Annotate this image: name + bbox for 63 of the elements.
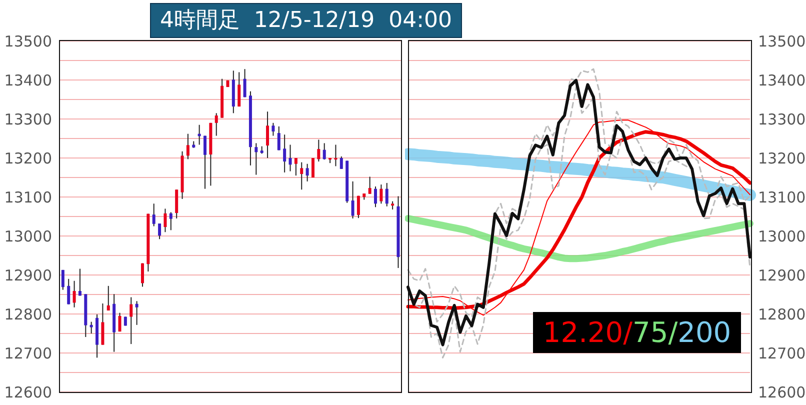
y-tick-label: 12900 <box>4 266 52 284</box>
candlestick <box>380 184 383 204</box>
candlestick <box>374 186 378 208</box>
y-tick-label: 13000 <box>4 227 52 246</box>
candlestick <box>106 285 110 311</box>
y-tick-label: 13000 <box>758 227 806 246</box>
candlestick <box>175 189 178 219</box>
chart-title: 4時間足 12/5-12/19 04:00 <box>150 3 462 38</box>
candlestick <box>238 72 241 108</box>
candlestick <box>169 212 172 231</box>
y-tick-label: 13200 <box>758 149 806 168</box>
y-tick-label: 13500 <box>758 32 806 50</box>
annotation: 12.20/75/200 <box>542 316 732 349</box>
candlestick <box>186 133 190 160</box>
candlestick <box>294 158 298 176</box>
candlestick <box>61 269 64 290</box>
candlestick <box>288 144 292 172</box>
y-tick-label: 13200 <box>4 149 52 168</box>
candlestick <box>214 112 218 136</box>
candlestick <box>317 139 320 162</box>
y-tick-label: 13400 <box>4 71 52 90</box>
candlestick <box>130 296 133 345</box>
candlestick <box>368 176 372 194</box>
y-tick-label: 13500 <box>4 32 52 50</box>
candlestick <box>254 142 258 176</box>
candlestick <box>67 278 70 305</box>
y-tick-label: 12600 <box>758 383 806 402</box>
candlestick <box>243 68 246 98</box>
candlestick <box>356 195 360 219</box>
candlestick <box>351 180 354 219</box>
y-tick-label: 13100 <box>758 188 806 206</box>
candlestick <box>135 300 138 326</box>
y-tick-label: 12800 <box>758 305 806 324</box>
candlestick <box>272 122 275 136</box>
candlestick <box>283 134 286 173</box>
candlestick <box>140 262 144 288</box>
candlestick <box>300 162 304 190</box>
y-tick-label: 13300 <box>758 110 806 128</box>
candlestick <box>306 163 309 182</box>
candlestick <box>334 144 338 167</box>
candlestick <box>311 158 314 178</box>
candlestick <box>322 142 326 160</box>
y-tick-label: 12800 <box>4 305 52 324</box>
candlestick <box>78 268 82 296</box>
y-tick-label: 13100 <box>4 188 52 206</box>
candlestick <box>164 208 167 233</box>
candlestick <box>158 223 162 240</box>
candlestick <box>277 126 280 151</box>
y-tick-label: 12700 <box>758 344 806 362</box>
candlestick <box>152 203 156 227</box>
y-tick-label: 12600 <box>4 383 52 402</box>
candlestick <box>340 156 343 170</box>
candlestick <box>385 182 388 207</box>
candlestick <box>101 302 104 346</box>
candlestick <box>118 312 122 332</box>
y-tick-label: 13400 <box>758 71 806 90</box>
y-tick-label: 12700 <box>4 344 52 362</box>
y-tick-label: 12900 <box>758 266 806 284</box>
y-tick-label: 13300 <box>4 110 52 128</box>
candlestick <box>204 135 207 190</box>
candlestick <box>72 280 76 308</box>
candlestick <box>266 111 270 158</box>
candlestick <box>90 321 93 334</box>
